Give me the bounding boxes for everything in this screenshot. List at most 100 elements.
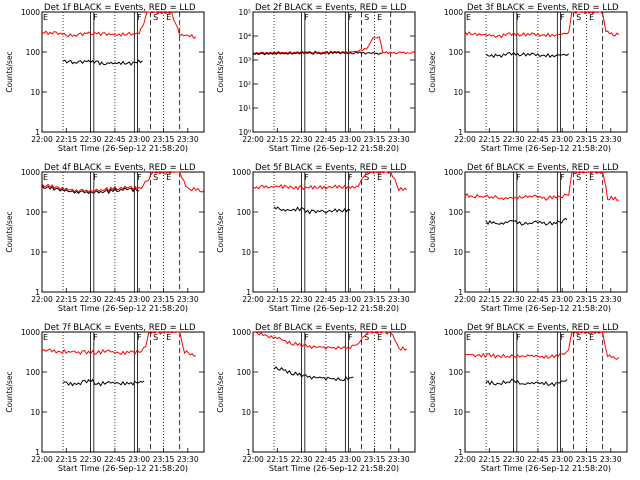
x-tick-label: 22:00	[454, 455, 476, 464]
x-tick-label: 22:30	[503, 455, 525, 464]
y-tick-label: 10¹	[238, 104, 251, 113]
y-axis-label: Counts/sec	[5, 51, 14, 92]
x-tick-label: 23:30	[177, 455, 199, 464]
plot-panel: Det 6f BLACK = Events, RED = LLDF F S E1101…	[428, 163, 627, 313]
x-axis-label: Start Time (26-Sep-12 21:58:20)	[269, 144, 399, 153]
y-axis-label: Counts/sec	[216, 211, 225, 252]
series-line	[42, 12, 196, 38]
marker-label: F	[304, 13, 309, 22]
x-tick-label: 23:00	[339, 135, 361, 144]
x-tick-label: 23:00	[551, 135, 573, 144]
x-tick-label: 22:45	[104, 295, 126, 304]
marker-label: E	[589, 13, 594, 22]
x-tick-label: 22:30	[503, 135, 525, 144]
marker-label: E	[377, 13, 382, 22]
y-tick-label: 100	[26, 368, 41, 377]
marker-label: F	[93, 333, 98, 342]
marker-label: F	[348, 13, 353, 22]
x-axis-label: Start Time (26-Sep-12 21:58:20)	[58, 464, 188, 473]
marker-label: E	[43, 13, 48, 22]
marker-label: E	[166, 173, 171, 182]
y-tick-label: 100	[449, 48, 464, 57]
marker-label: F	[137, 173, 142, 182]
y-tick-label: 1000	[444, 168, 463, 177]
x-tick-label: 22:15	[266, 135, 288, 144]
marker-label: S	[576, 333, 581, 342]
y-tick-label: 1000	[444, 328, 463, 337]
y-axis-label: Counts/sec	[5, 371, 14, 412]
marker-label: F	[516, 333, 521, 342]
x-tick-label: 22:45	[315, 455, 337, 464]
x-tick-label: 23:00	[551, 455, 573, 464]
marker-label: E	[589, 333, 594, 342]
x-tick-label: 23:30	[177, 135, 199, 144]
x-tick-label: 23:15	[153, 295, 175, 304]
x-tick-label: 23:15	[364, 455, 386, 464]
marker-label: F	[348, 333, 353, 342]
y-tick-label: 1000	[21, 168, 40, 177]
x-tick-label: 23:15	[153, 455, 175, 464]
y-tick-label: 10²	[238, 80, 251, 89]
marker-label: E	[43, 333, 48, 342]
y-tick-label: 10	[241, 408, 251, 417]
y-axis-label: Counts/sec	[5, 211, 14, 252]
x-tick-label: 23:15	[364, 295, 386, 304]
plot-title: Det 6f BLACK = Events, RED = LLD	[467, 163, 619, 173]
x-tick-label: 22:30	[80, 295, 102, 304]
detector-plot-grid: Det 1f BLACK = Events, RED = LLDE F F S E110…	[0, 0, 640, 480]
x-axis-label: Start Time (26-Sep-12 21:58:20)	[269, 464, 399, 473]
x-tick-label: 22:15	[55, 455, 77, 464]
x-axis-label: Start Time (26-Sep-12 21:58:20)	[58, 144, 188, 153]
marker-label: E	[589, 173, 594, 182]
x-tick-label: 22:00	[242, 455, 264, 464]
x-tick-label: 22:15	[266, 455, 288, 464]
x-tick-label: 22:45	[315, 295, 337, 304]
marker-label: F	[93, 173, 98, 182]
plot-panel: Det 4f BLACK = Events, RED = LLDE F F S E110…	[5, 163, 204, 313]
marker-label: F	[560, 173, 565, 182]
marker-label: E	[166, 333, 171, 342]
y-axis-label: Counts/sec	[216, 371, 225, 412]
y-tick-label: 10	[241, 248, 251, 257]
x-tick-label: 23:30	[388, 295, 410, 304]
x-tick-label: 23:00	[128, 135, 150, 144]
x-axis-label: Start Time (26-Sep-12 21:58:20)	[269, 304, 399, 313]
x-tick-label: 22:00	[31, 455, 53, 464]
y-tick-label: 10	[30, 248, 40, 257]
marker-label: F	[560, 333, 565, 342]
x-tick-label: 22:45	[527, 295, 549, 304]
marker-label: S	[153, 333, 158, 342]
x-tick-label: 23:30	[388, 455, 410, 464]
series-line	[486, 53, 569, 58]
y-tick-label: 100	[26, 48, 41, 57]
x-tick-label: 22:30	[291, 295, 313, 304]
x-tick-label: 22:15	[478, 295, 500, 304]
y-tick-label: 1000	[444, 8, 463, 17]
y-tick-label: 100	[237, 208, 252, 217]
x-tick-label: 23:30	[600, 295, 622, 304]
series-line	[42, 332, 196, 356]
plot-title: Det 7f BLACK = Events, RED = LLD	[44, 323, 196, 333]
series-line	[63, 380, 144, 386]
y-tick-label: 10	[30, 408, 40, 417]
x-tick-label: 23:15	[576, 135, 598, 144]
x-tick-label: 22:00	[31, 295, 53, 304]
x-tick-label: 22:00	[242, 295, 264, 304]
marker-label: F	[560, 13, 565, 22]
x-tick-label: 22:30	[503, 295, 525, 304]
x-tick-label: 22:30	[80, 135, 102, 144]
x-tick-label: 23:30	[600, 135, 622, 144]
x-tick-label: 22:00	[31, 135, 53, 144]
series-line	[465, 12, 619, 37]
y-tick-label: 1000	[21, 328, 40, 337]
x-tick-label: 22:00	[242, 135, 264, 144]
plot-panel: Det 8f BLACK = Events, RED = LLDF F S E1101…	[216, 323, 415, 473]
y-axis-label: Counts/sec	[216, 51, 225, 92]
plot-title: Det 1f BLACK = Events, RED = LLD	[44, 3, 196, 13]
series-line	[253, 172, 407, 191]
series-line	[486, 219, 567, 226]
x-tick-label: 22:15	[478, 135, 500, 144]
y-tick-label: 1000	[232, 328, 251, 337]
